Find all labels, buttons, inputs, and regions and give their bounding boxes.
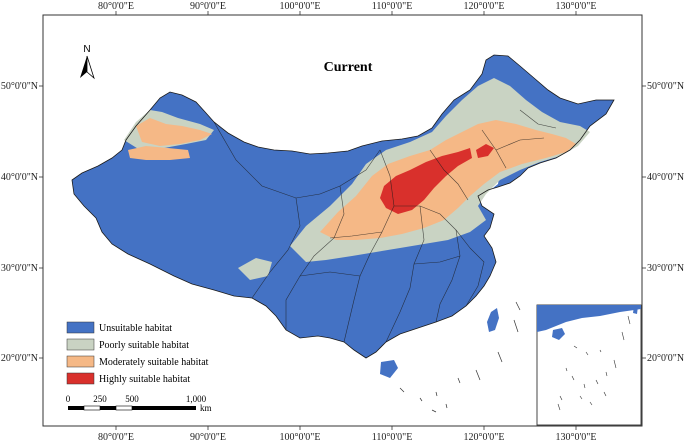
bottom-tick-label: 80°0'0"E xyxy=(98,432,134,443)
bottom-tick-label: 130°0'0"E xyxy=(556,432,597,443)
right-tick-label: 20°0'0"N xyxy=(647,353,684,364)
top-tick-label: 120°0'0"E xyxy=(464,1,505,12)
top-longitude-labels: 80°0'0"E 90°0'0"E 100°0'0"E 110°0'0"E 12… xyxy=(98,1,597,12)
south-china-sea-inset xyxy=(536,304,642,426)
legend-label: Highly suitable habitat xyxy=(99,374,190,385)
hainan-island xyxy=(380,360,398,378)
inset-islands xyxy=(557,315,631,411)
left-tick-label: 40°0'0"N xyxy=(1,172,38,183)
legend: Unsuitable habitat Poorly suitable habit… xyxy=(66,321,209,385)
province-borders xyxy=(213,109,557,343)
map-title: Current xyxy=(324,60,373,75)
scale-label: 1,000 xyxy=(186,394,207,404)
left-tick-label: 50°0'0"N xyxy=(1,81,38,92)
legend-label: Moderately suitable habitat xyxy=(99,357,209,368)
top-tick-label: 130°0'0"E xyxy=(556,1,597,12)
south-sea-islands xyxy=(399,301,521,413)
left-tick-label: 30°0'0"N xyxy=(1,263,38,274)
top-tick-label: 100°0'0"E xyxy=(280,1,321,12)
left-latitude-labels: 50°0'0"N 40°0'0"N 30°0'0"N 20°0'0"N xyxy=(1,81,38,364)
moderately-suitable-zones xyxy=(128,118,576,240)
scale-unit: km xyxy=(200,403,212,413)
tick-marks xyxy=(39,11,646,430)
scale-label: 500 xyxy=(125,394,139,404)
right-tick-label: 50°0'0"N xyxy=(647,81,684,92)
taiwan-island xyxy=(487,308,499,332)
north-label: N xyxy=(83,44,90,55)
china-outline xyxy=(71,54,615,359)
highly-suitable-zones xyxy=(380,144,494,214)
right-tick-label: 40°0'0"N xyxy=(647,172,684,183)
bottom-longitude-labels: 80°0'0"E 90°0'0"E 100°0'0"E 110°0'0"E 12… xyxy=(98,432,597,443)
legend-swatch-moderate xyxy=(66,355,95,368)
inset-hainan xyxy=(552,328,565,340)
left-tick-label: 20°0'0"N xyxy=(1,353,38,364)
right-tick-label: 30°0'0"N xyxy=(647,263,684,274)
inset-taiwan xyxy=(633,306,638,314)
legend-swatch-unsuitable xyxy=(66,321,95,334)
scale-label: 250 xyxy=(93,394,107,404)
bottom-tick-label: 100°0'0"E xyxy=(280,432,321,443)
top-tick-label: 110°0'0"E xyxy=(372,1,413,12)
legend-label: Poorly suitable habitat xyxy=(99,340,189,351)
bottom-tick-label: 120°0'0"E xyxy=(464,432,505,443)
top-tick-label: 80°0'0"E xyxy=(98,1,134,12)
right-latitude-labels: 50°0'0"N 40°0'0"N 30°0'0"N 20°0'0"N xyxy=(647,81,684,364)
bottom-tick-label: 90°0'0"E xyxy=(190,432,226,443)
legend-label: Unsuitable habitat xyxy=(99,323,172,334)
scale-bar: 0 250 500 1,000 km xyxy=(66,394,212,413)
legend-swatch-poor xyxy=(66,338,95,351)
north-arrow-icon: N xyxy=(80,44,95,80)
bottom-tick-label: 110°0'0"E xyxy=(372,432,413,443)
inset-mainland xyxy=(537,305,641,332)
legend-swatch-high xyxy=(66,372,95,385)
top-tick-label: 90°0'0"E xyxy=(190,1,226,12)
scale-label: 0 xyxy=(66,394,71,404)
